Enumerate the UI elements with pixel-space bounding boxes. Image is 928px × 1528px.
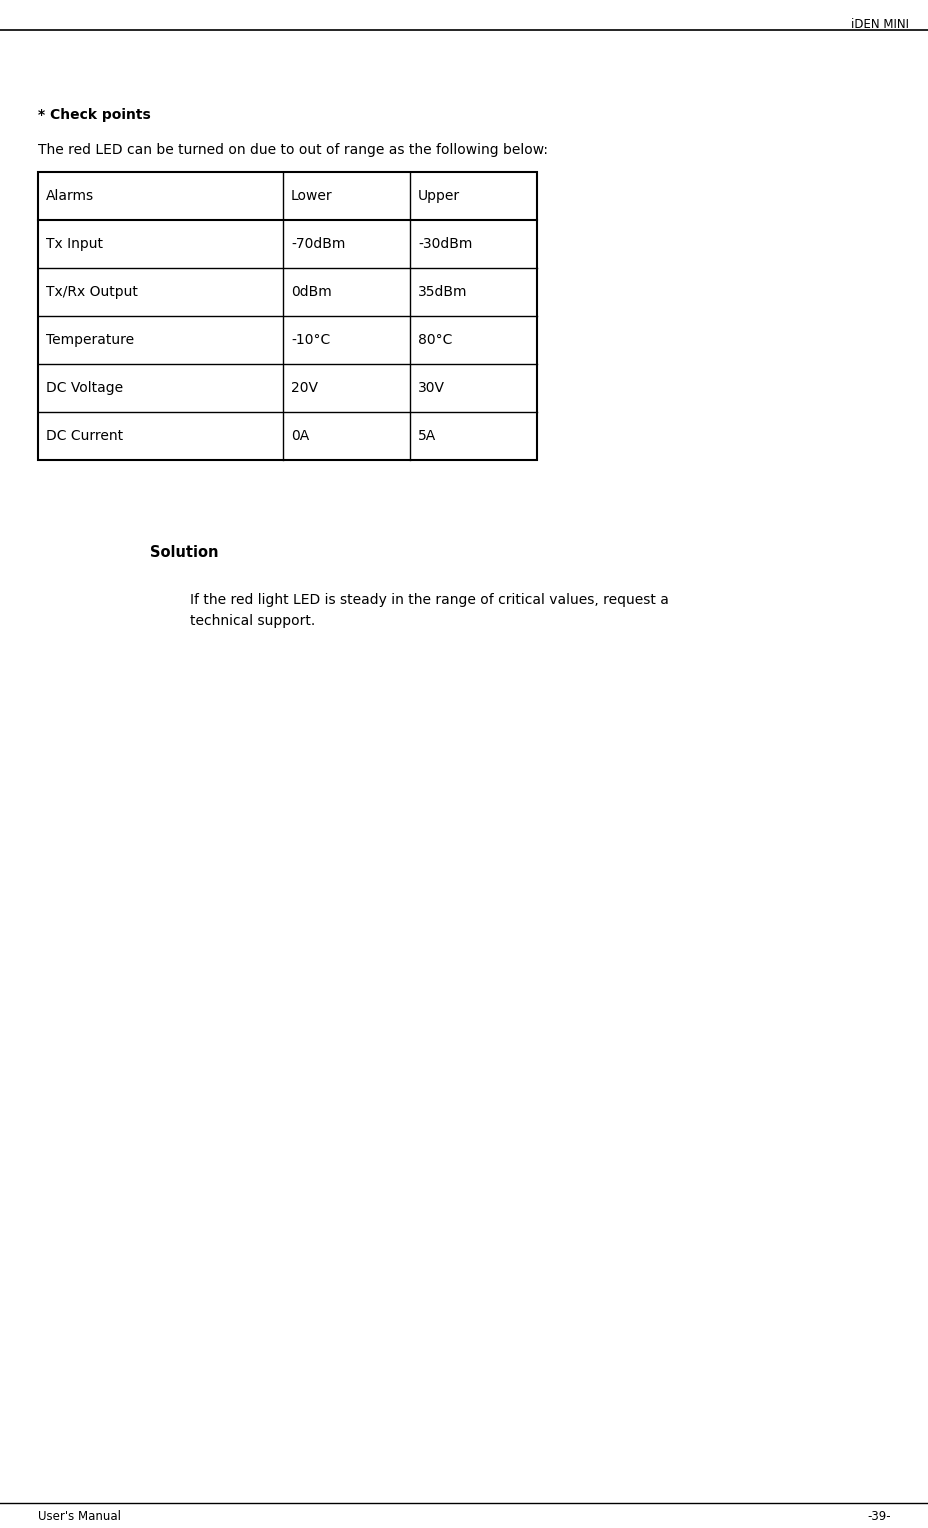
Text: -30dBm: -30dBm <box>418 237 471 251</box>
Text: 35dBm: 35dBm <box>418 286 467 299</box>
Text: DC Voltage: DC Voltage <box>46 380 123 396</box>
Text: -39-: -39- <box>867 1510 890 1523</box>
Text: 5A: 5A <box>418 429 436 443</box>
Text: iDEN MINI: iDEN MINI <box>850 18 908 31</box>
Text: Solution: Solution <box>149 545 218 559</box>
Text: Lower: Lower <box>290 189 332 203</box>
Text: Alarms: Alarms <box>46 189 94 203</box>
Text: Tx/Rx Output: Tx/Rx Output <box>46 286 137 299</box>
Text: -10°C: -10°C <box>290 333 329 347</box>
Text: 0dBm: 0dBm <box>290 286 331 299</box>
Text: The red LED can be turned on due to out of range as the following below:: The red LED can be turned on due to out … <box>38 144 548 157</box>
Text: technical support.: technical support. <box>190 614 315 628</box>
Text: User's Manual: User's Manual <box>38 1510 121 1523</box>
Text: If the red light LED is steady in the range of critical values, request a: If the red light LED is steady in the ra… <box>190 593 668 607</box>
Text: DC Current: DC Current <box>46 429 123 443</box>
Text: Upper: Upper <box>418 189 459 203</box>
Text: 20V: 20V <box>290 380 317 396</box>
Text: * Check points: * Check points <box>38 108 150 122</box>
Text: Tx Input: Tx Input <box>46 237 103 251</box>
Text: -70dBm: -70dBm <box>290 237 345 251</box>
Text: 30V: 30V <box>418 380 445 396</box>
Text: 0A: 0A <box>290 429 309 443</box>
Text: 80°C: 80°C <box>418 333 452 347</box>
Text: Temperature: Temperature <box>46 333 134 347</box>
Bar <box>38 173 536 460</box>
